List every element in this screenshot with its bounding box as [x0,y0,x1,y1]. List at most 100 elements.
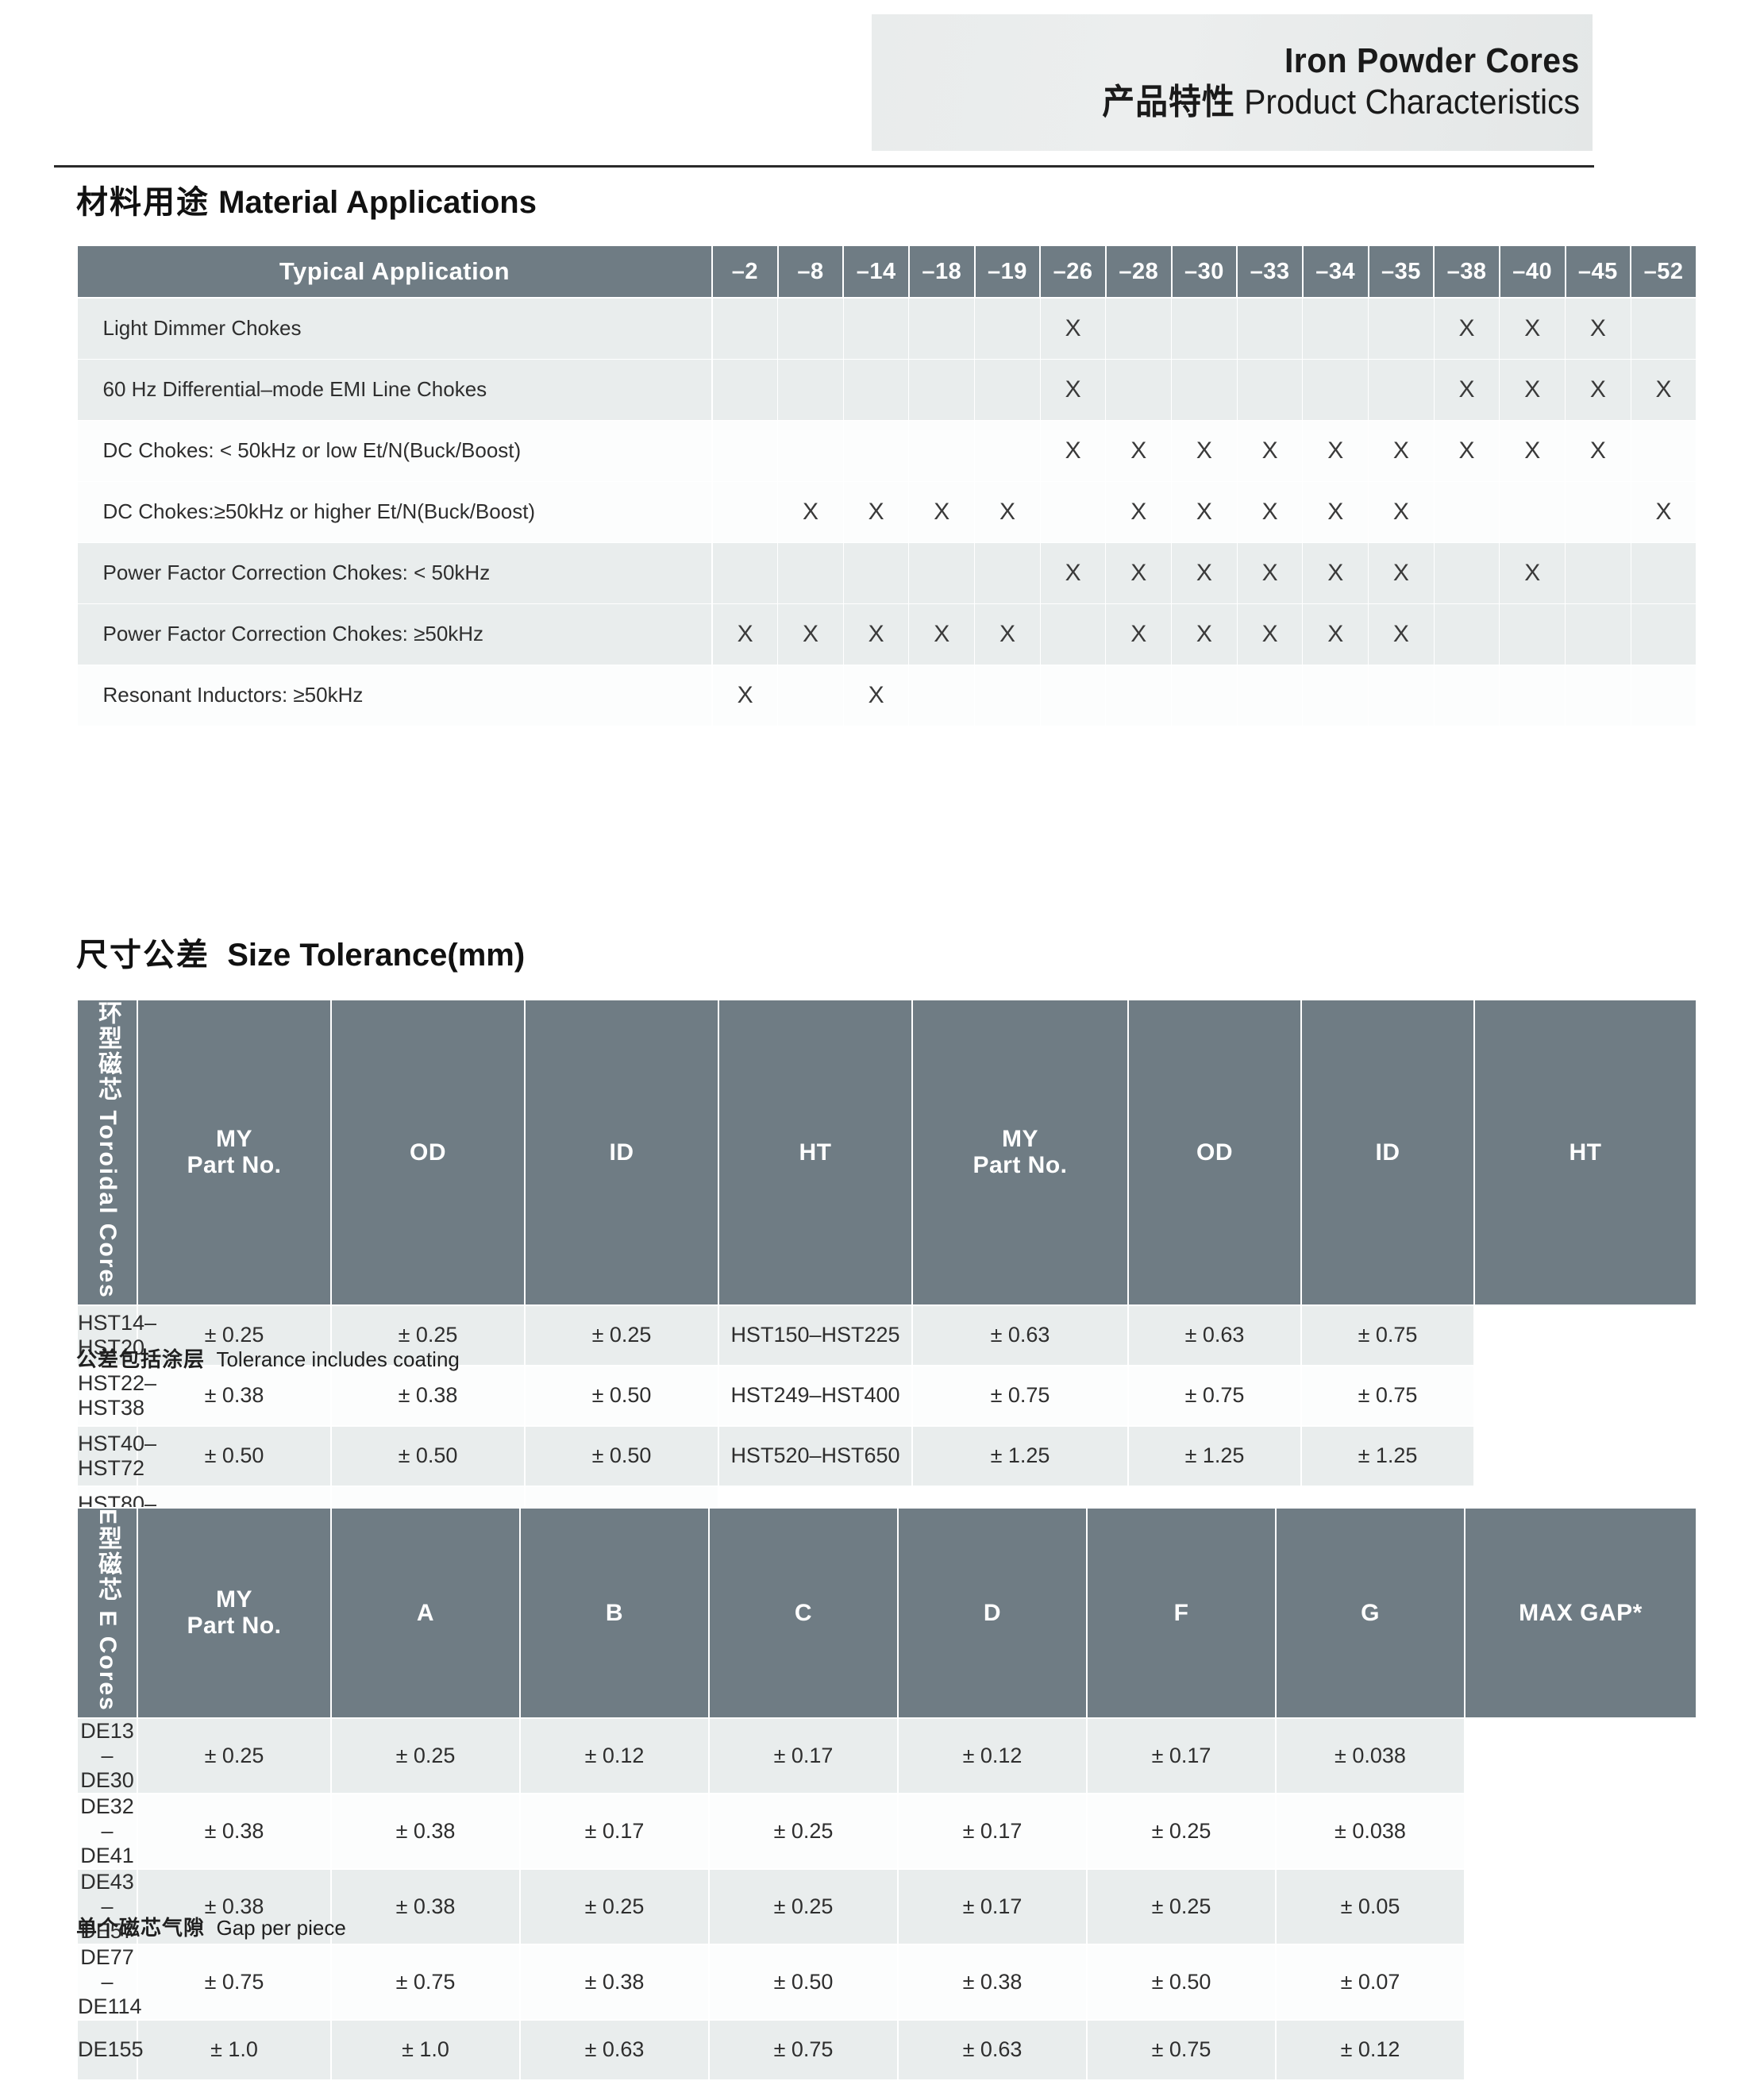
table-row: DE43 – DE57 ± 0.38 ± 0.38 ± 0.25 ± 0.25 ± 0.1… [76,1867,1697,1945]
tolerance-cell: ± 0.38 [519,1943,710,2021]
application-mark-cell-filled: X [1039,297,1107,360]
tolerance-cell: ± 0.50 [524,1424,719,1487]
applications-table-body: Light Dimmer Chokes X X X X 60 Hz Differentia… [76,297,1697,726]
part-number-cell: HST249–HST400 [718,1364,913,1427]
e-cores-side-caption-text: E型磁芯 E Cores [90,1509,125,1712]
tolerance-cell: ± 1.25 [911,1424,1129,1487]
section-title-cn: 材料用途 [76,185,210,220]
application-mark-cell-empty [1565,541,1631,604]
application-mark-cell-empty [1433,480,1500,543]
application-mark-cell-filled: X [777,480,844,543]
e-cores-tolerance-table: E型磁芯 E Cores MY Part No. A B C D F G MAX GAP* … [76,1507,1697,2081]
tolerance-cell: ± 0.25 [519,1867,710,1945]
application-mark-cell-filled: X [1565,358,1631,421]
tolerance-cell: ± 0.038 [1275,1792,1466,1870]
table-row: Resonant Inductors: ≥50kHz X X [76,664,1697,726]
part-number-cell: HST22–HST38 [76,1364,156,1427]
application-mark-cell-empty [1302,664,1369,726]
e-cores-side-caption: E型磁芯 E Cores [76,1507,138,1719]
application-mark-cell-filled: X [974,480,1041,543]
application-mark-cell-filled: X [842,603,910,665]
tolerance-cell: ± 0.50 [330,1424,526,1487]
part-number-cell: HST150–HST225 [718,1304,913,1366]
column-header-id-left: ID [524,999,719,1306]
section-title-size-cn: 尺寸公差 [76,938,210,973]
application-mark-cell-filled: X [1039,541,1107,604]
toroidal-side-en: Toroidal Cores [94,1110,121,1299]
application-mark-cell-filled: X [974,603,1041,665]
application-mark-cell-filled: X [1499,419,1566,482]
table-row: DE13 – DE30 ± 0.25 ± 0.25 ± 0.12 ± 0.17 ± 0.1… [76,1717,1697,1794]
toroidal-note-cn: 公差包括涂层 [76,1347,206,1371]
my-label-ecore: MY [216,1586,252,1613]
application-mark-cell-filled: X [842,664,910,726]
application-mark-cell-filled: X [1630,358,1697,421]
tolerance-cell: ± 0.12 [897,1717,1088,1794]
application-mark-cell-filled: X [1565,297,1631,360]
application-mark-cell-empty [974,297,1041,360]
toroidal-side-caption: 环型磁芯 Toroidal Cores [76,999,138,1306]
column-header-id-right: ID [1300,999,1475,1306]
application-mark-cell-empty [1368,297,1435,360]
tolerance-cell: ± 0.50 [524,1364,719,1427]
application-mark-cell-filled: X [1433,358,1500,421]
application-mark-cell-filled: X [1368,480,1435,543]
column-header-c: C [708,1507,899,1719]
tolerance-cell: ± 0.38 [330,1792,521,1870]
column-header-material-33: –33 [1236,245,1304,299]
tolerance-cell: ± 0.05 [1275,1867,1466,1945]
application-mark-cell-empty [1039,664,1107,726]
e-cores-side-en: E Cores [94,1610,121,1712]
application-mark-cell-empty [1433,603,1500,665]
column-header-material-26: –26 [1039,245,1107,299]
application-mark-cell-filled: X [1302,480,1369,543]
application-mark-cell-filled: X [711,603,779,665]
tolerance-cell: ± 0.75 [1300,1364,1475,1427]
tolerance-cell: ± 0.17 [519,1792,710,1870]
application-mark-cell-empty [908,358,976,421]
e-cores-note-cn: 单个磁芯气隙 [76,1916,206,1940]
column-header-material-30: –30 [1170,245,1238,299]
toroidal-note-en: Tolerance includes coating [216,1347,460,1371]
application-mark-cell-empty [777,358,844,421]
tolerance-cell: ± 0.75 [911,1364,1129,1427]
section-title-size-en: Size Tolerance(mm) [227,938,526,973]
column-header-material-18: –18 [907,245,976,299]
application-mark-cell-filled: X [1433,419,1500,482]
column-header-material-40: –40 [1498,245,1566,299]
application-mark-cell-filled: X [1039,419,1107,482]
tolerance-cell: ± 0.63 [1127,1304,1302,1366]
application-mark-cell-empty [1302,297,1369,360]
application-mark-cell-filled: X [1630,480,1697,543]
application-mark-cell-empty [711,480,779,543]
tolerance-cell: ± 0.75 [708,2018,899,2081]
tolerance-cell: ± 0.25 [1086,1792,1277,1870]
tolerance-cell: ± 0.38 [330,1867,521,1945]
tolerance-cell: ± 0.38 [137,1792,332,1870]
column-header-material-2: –2 [711,245,779,299]
application-mark-cell-empty [974,358,1041,421]
tolerance-cell: ± 0.25 [330,1717,521,1794]
e-cores-header-row: E型磁芯 E Cores MY Part No. A B C D F G MAX GAP* [76,1507,1697,1719]
part-number-cell: DE43 – DE57 [76,1867,138,1945]
table-row: DE155 ± 1.0 ± 1.0 ± 0.63 ± 0.75 ± 0.63 ± 0.75 ±… [76,2018,1697,2081]
section-title-size-tolerance: 尺寸公差 Size Tolerance(mm) [76,929,525,975]
application-mark-cell-empty [1171,297,1238,360]
e-cores-table-body: DE13 – DE30 ± 0.25 ± 0.25 ± 0.12 ± 0.17 ± 0.1… [76,1717,1697,2081]
application-mark-cell-empty [711,358,779,421]
table-row: 60 Hz Differential–mode EMI Line Chokes X… [76,358,1697,421]
banner-subtitle: 产品特性 Product Characteristics [1102,82,1580,124]
tolerance-cell: ± 0.25 [330,1304,526,1366]
tolerance-cell: ± 0.63 [897,2018,1088,2081]
application-mark-cell-empty [1565,664,1631,726]
tolerance-cell: ± 0.38 [137,1867,332,1945]
application-mark-cell-filled: X [1302,419,1369,482]
application-mark-cell-empty [1105,664,1173,726]
tolerance-cell: ± 1.25 [1127,1424,1302,1487]
application-mark-cell-empty [1630,603,1697,665]
table-row: HST14–HST20 ± 0.25 ± 0.25 ± 0.25 HST150–HST2… [76,1304,1697,1366]
tolerance-cell: ± 0.63 [911,1304,1129,1366]
tolerance-cell: ± 0.25 [524,1304,719,1366]
application-mark-cell-filled: X [1105,603,1173,665]
column-header-my-part-no-right: MY Part No. [911,999,1129,1306]
